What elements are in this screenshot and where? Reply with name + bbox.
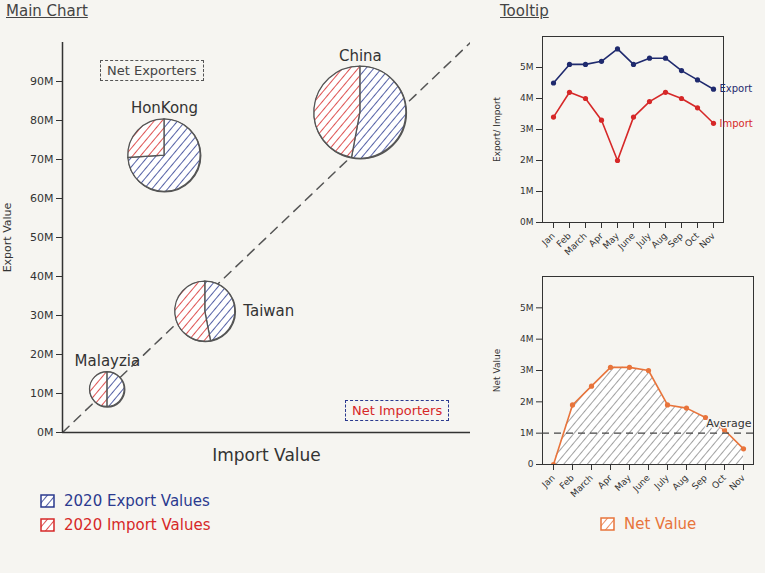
html-text:2020 Import Values: 2020 Import Values [64, 516, 211, 534]
html-text:Tooltip: Tooltip [500, 2, 549, 20]
svg-text:30M: 30M [30, 309, 54, 322]
html-text:Net Importers: Net Importers [352, 403, 443, 418]
svg-text:1M: 1M [520, 428, 534, 438]
svg-text:Sep: Sep [666, 231, 685, 250]
svg-text:Apr: Apr [596, 473, 614, 491]
svg-text:40M: 40M [30, 270, 54, 283]
html-text:Main Chart: Main Chart [6, 2, 88, 20]
svg-text:Nov: Nov [697, 230, 717, 250]
svg-text:4M: 4M [520, 93, 534, 103]
svg-text:July: July [634, 230, 654, 250]
svg-text:Nov: Nov [727, 472, 747, 492]
svg-text:0M: 0M [37, 426, 54, 439]
svg-text:Aug: Aug [649, 231, 669, 251]
html-text:Net Value: Net Value [624, 515, 697, 533]
svg-text:90M: 90M [30, 75, 54, 88]
svg-text:Oct: Oct [710, 472, 728, 490]
svg-text:3M: 3M [520, 124, 534, 134]
svg-text:50M: 50M [30, 231, 54, 244]
svg-text:80M: 80M [30, 114, 54, 127]
svg-text:June: June [630, 472, 652, 494]
svg-text:China: China [339, 47, 382, 65]
svg-text:March: March [568, 473, 594, 499]
svg-text:Sep: Sep [690, 473, 709, 492]
svg-text:Jan: Jan [539, 473, 557, 491]
svg-text:May: May [613, 472, 634, 493]
svg-text:0M: 0M [520, 217, 534, 227]
svg-text:5M: 5M [520, 62, 534, 72]
svg-text:70M: 70M [30, 153, 54, 166]
html-text:Net Exporters: Net Exporters [107, 63, 197, 78]
svg-text:5M: 5M [520, 303, 534, 313]
svg-text:Jan: Jan [539, 231, 557, 249]
svg-text:Import: Import [720, 118, 753, 129]
html-text:2020 Export Values: 2020 Export Values [64, 492, 210, 510]
svg-text:March: March [562, 231, 588, 257]
svg-text:Malayzia: Malayzia [75, 352, 141, 370]
svg-text:HonKong: HonKong [131, 99, 198, 117]
svg-text:Average: Average [706, 417, 751, 430]
svg-text:2M: 2M [520, 397, 534, 407]
svg-text:60M: 60M [30, 192, 54, 205]
svg-text:Taiwan: Taiwan [242, 302, 294, 320]
svg-text:Export/ Import: Export/ Import [492, 96, 502, 162]
svg-text:Aug: Aug [670, 473, 690, 493]
svg-text:Export Value: Export Value [1, 202, 14, 272]
svg-text:Import Value: Import Value [212, 445, 321, 465]
svg-text:10M: 10M [30, 387, 54, 400]
svg-text:Oct: Oct [683, 230, 701, 248]
svg-text:Feb: Feb [557, 472, 576, 491]
svg-text:0: 0 [528, 459, 534, 469]
svg-text:Apr: Apr [586, 230, 605, 249]
svg-text:Feb: Feb [554, 230, 573, 249]
svg-text:20M: 20M [30, 348, 54, 361]
svg-text:July: July [652, 472, 672, 492]
svg-text:June: June [616, 230, 637, 252]
svg-text:Export: Export [720, 83, 753, 94]
svg-text:3M: 3M [520, 365, 534, 375]
svg-text:4M: 4M [520, 334, 534, 344]
svg-text:May: May [600, 230, 621, 251]
svg-text:Net Value: Net Value [492, 348, 502, 392]
svg-text:1M: 1M [520, 186, 534, 196]
svg-text:2M: 2M [520, 155, 534, 165]
